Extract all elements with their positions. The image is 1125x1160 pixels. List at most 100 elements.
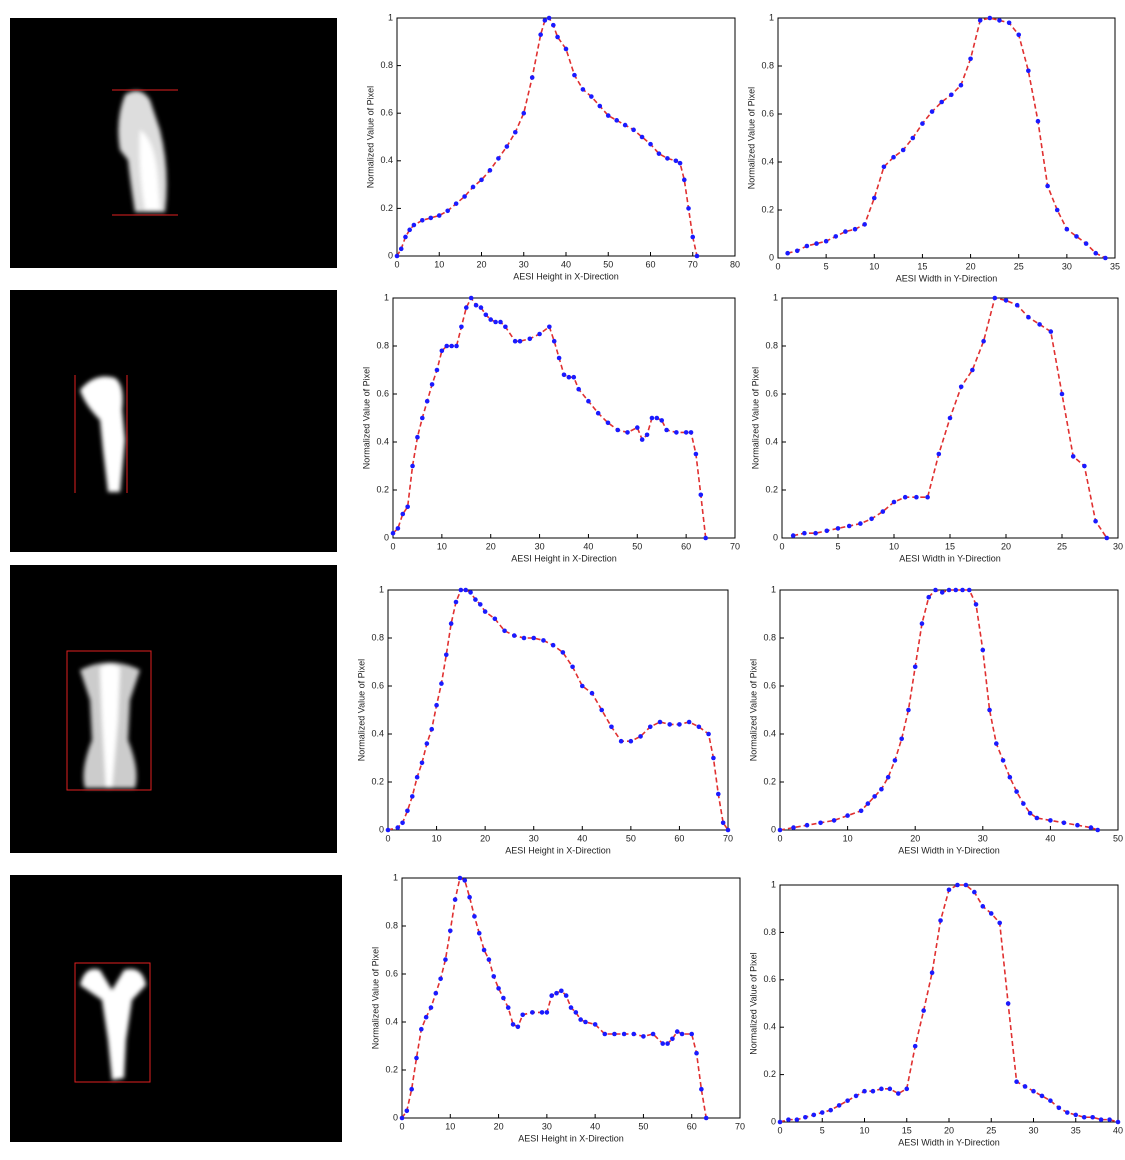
data-point <box>400 1116 405 1121</box>
data-point <box>606 113 611 118</box>
data-point <box>501 996 506 1001</box>
x-tick-label: 20 <box>480 833 490 843</box>
data-point <box>655 416 660 421</box>
data-point <box>551 23 556 28</box>
data-point <box>988 16 993 21</box>
data-point <box>615 428 620 433</box>
image-background <box>10 290 337 552</box>
x-tick-label: 50 <box>626 833 636 843</box>
data-point <box>659 418 664 423</box>
data-point <box>1004 298 1009 303</box>
y-tick-label: 0.8 <box>763 632 776 642</box>
data-point <box>473 597 478 602</box>
x-tick-label: 70 <box>735 1121 745 1131</box>
data-point <box>680 1032 685 1037</box>
y-tick-label: 0.2 <box>376 484 389 494</box>
image-panels <box>10 18 342 1142</box>
y-tick-label: 0 <box>384 532 389 542</box>
data-point <box>1060 392 1065 397</box>
data-point <box>443 957 448 962</box>
chart: 01020304050607000.20.40.60.81AESI Height… <box>361 292 740 563</box>
data-point <box>925 495 930 500</box>
x-tick-label: 60 <box>687 1121 697 1131</box>
data-point <box>674 159 679 164</box>
data-point <box>614 118 619 123</box>
x-tick-label: 5 <box>835 541 840 551</box>
data-point <box>454 201 459 206</box>
y-tick-label: 0.6 <box>380 108 393 118</box>
data-point <box>964 883 969 888</box>
data-point <box>609 725 614 730</box>
data-point <box>695 254 700 259</box>
data-point <box>947 887 952 892</box>
y-tick-label: 0.6 <box>376 388 389 398</box>
data-point <box>1006 1001 1011 1006</box>
data-point <box>1116 1120 1121 1125</box>
data-point <box>1014 1079 1019 1084</box>
data-point <box>879 787 884 792</box>
data-point <box>791 825 796 830</box>
data-point <box>940 590 945 595</box>
data-point <box>484 313 489 318</box>
data-point <box>845 1098 850 1103</box>
data-point <box>479 305 484 310</box>
data-point <box>859 809 864 814</box>
data-point <box>399 247 404 252</box>
x-tick-label: 10 <box>445 1121 455 1131</box>
y-tick-label: 0.4 <box>385 1016 398 1026</box>
x-tick-label: 70 <box>730 541 740 551</box>
x-tick-label: 40 <box>577 833 587 843</box>
data-point <box>453 897 458 902</box>
data-point <box>1035 816 1040 821</box>
x-tick-label: 0 <box>779 541 784 551</box>
data-point <box>802 531 807 536</box>
data-point <box>981 339 986 344</box>
data-point <box>564 993 569 998</box>
data-point <box>463 588 468 593</box>
y-axis-label: Normalized Value of Pixel <box>356 659 366 761</box>
data-point <box>913 665 918 670</box>
data-point <box>1023 1084 1028 1089</box>
data-point <box>837 1103 842 1108</box>
y-tick-label: 0.6 <box>385 968 398 978</box>
data-point <box>596 411 601 416</box>
data-point <box>631 128 636 133</box>
data-point <box>1031 1089 1036 1094</box>
data-point <box>530 75 535 80</box>
data-point <box>650 416 655 421</box>
data-point <box>690 235 695 240</box>
x-tick-label: 0 <box>775 261 780 271</box>
data-point <box>926 595 931 600</box>
data-point <box>531 636 536 641</box>
data-point <box>947 588 952 593</box>
y-tick-label: 0 <box>393 1112 398 1122</box>
data-point <box>678 161 683 166</box>
data-point <box>559 989 564 994</box>
data-point <box>872 196 877 201</box>
data-point <box>913 1044 918 1049</box>
data-point <box>410 794 415 799</box>
x-tick-label: 60 <box>645 259 655 269</box>
data-point <box>689 1032 694 1037</box>
data-point <box>503 325 508 330</box>
data-point <box>930 109 935 114</box>
x-tick-label: 0 <box>385 833 390 843</box>
x-tick-label: 30 <box>535 541 545 551</box>
data-point <box>1065 227 1070 232</box>
data-point <box>502 629 507 634</box>
data-point <box>1103 256 1108 261</box>
data-point <box>468 590 473 595</box>
data-point <box>1099 1117 1104 1122</box>
y-tick-label: 0 <box>771 1116 776 1126</box>
data-point <box>395 825 400 830</box>
y-tick-label: 0.2 <box>371 776 384 786</box>
data-point <box>657 151 662 156</box>
data-point <box>1093 251 1098 256</box>
x-axis-label: AESI Width in Y-Direction <box>898 1137 1000 1147</box>
data-point <box>1049 329 1054 334</box>
data-point <box>625 430 630 435</box>
y-tick-label: 1 <box>393 872 398 882</box>
data-point <box>903 495 908 500</box>
data-point <box>1105 536 1110 541</box>
